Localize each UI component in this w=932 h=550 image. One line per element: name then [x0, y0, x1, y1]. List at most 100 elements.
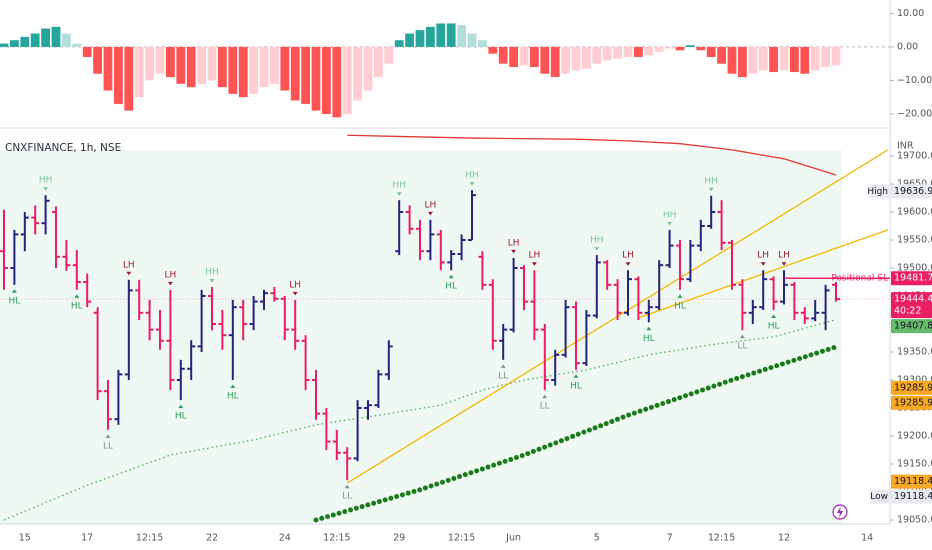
histogram-bar — [301, 46, 310, 104]
chart-shading — [0, 150, 842, 524]
histogram-bar — [353, 46, 362, 101]
pivot-label: HL — [175, 412, 187, 422]
histogram-bar — [530, 46, 539, 68]
pivot-marker — [105, 434, 111, 438]
pivot-marker — [646, 326, 652, 331]
histogram-bar — [249, 46, 258, 94]
histogram-bar — [748, 46, 758, 74]
histogram-bar — [197, 46, 206, 84]
pivot-marker — [781, 262, 787, 266]
histogram-bar — [602, 46, 612, 61]
histogram-bar — [769, 46, 778, 73]
histogram-bar — [592, 46, 602, 64]
pivot-label: LH — [529, 251, 541, 261]
x-tick-label: 12 — [778, 533, 790, 544]
histogram-bar — [675, 46, 685, 51]
pivot-label: HL — [71, 301, 83, 311]
pivot-label: LH — [757, 251, 769, 261]
pivot-label: HL — [674, 301, 686, 311]
pivot-label: LH — [622, 251, 634, 261]
pivot-label: HH — [590, 236, 604, 246]
histogram-bar — [134, 46, 144, 98]
histogram-bar — [446, 23, 456, 47]
histogram-bar — [488, 46, 498, 54]
histogram-bar — [696, 46, 706, 51]
pivot-label: HL — [768, 321, 780, 331]
x-tick-label: Jun — [505, 533, 521, 544]
price-label-box — [891, 474, 932, 489]
y-tick-label: 19200.00 — [897, 430, 932, 441]
pivot-marker — [760, 262, 766, 266]
y-tick-label: 19300.00 — [897, 374, 932, 385]
histogram-bar — [738, 46, 747, 78]
histogram-bar — [706, 46, 716, 57]
histogram-bar — [186, 46, 196, 88]
x-tick-label: 7 — [667, 533, 673, 544]
x-tick-label: 12:15 — [448, 533, 475, 544]
x-tick-label: 29 — [393, 533, 405, 544]
pivot-label: HL — [445, 282, 457, 292]
pivot-label: HH — [663, 210, 677, 220]
price-label: 19118.40 — [894, 491, 932, 502]
pivot-label: HH — [465, 171, 479, 181]
pivot-marker — [511, 249, 517, 254]
price-label: 19285.90 — [894, 397, 932, 408]
pivot-label: HL — [9, 296, 21, 306]
price-caption: Positional SL — [831, 274, 888, 284]
x-tick-label: 5 — [594, 533, 600, 544]
histogram-bar — [384, 46, 394, 64]
pivot-label: LH — [165, 270, 177, 280]
pivot-marker — [344, 484, 350, 489]
y-tick-label: 19350.00 — [897, 346, 932, 357]
histogram-bar — [166, 46, 175, 78]
histogram-bar — [779, 46, 789, 71]
pivot-marker — [771, 314, 777, 318]
histogram-bar — [654, 46, 664, 52]
histogram-bar — [457, 25, 466, 47]
histogram-bar — [394, 40, 404, 47]
price-label-box — [891, 292, 932, 319]
pivot-marker — [625, 262, 631, 266]
pivot-label: HL — [643, 334, 655, 344]
pivot-marker — [396, 192, 402, 196]
price-label: 19285.90 — [894, 382, 932, 393]
y-tick-label: 19150.00 — [897, 458, 932, 469]
histogram-bar — [644, 46, 654, 56]
indicator-line — [347, 134, 837, 176]
histogram-bar — [727, 46, 737, 74]
pivot-label: LH — [123, 260, 135, 270]
y-tick-label: 19600.00 — [897, 206, 932, 217]
pivot-label: HL — [227, 391, 239, 401]
pivot-marker — [594, 247, 600, 251]
price-label: 19481.70 — [894, 273, 932, 284]
price-label-box — [891, 184, 932, 199]
pivot-marker — [469, 182, 475, 186]
currency-label: INR — [897, 141, 914, 152]
chart-title: CNXFINANCE, 1h, NSE — [5, 142, 121, 154]
histogram-bar — [114, 46, 123, 104]
price-caption: High — [867, 187, 888, 197]
pivot-marker — [230, 384, 236, 388]
histogram-bar — [93, 46, 102, 74]
histogram-bar — [831, 46, 841, 66]
histogram-bar — [509, 46, 518, 68]
pivot-marker — [74, 294, 80, 298]
histogram-bar — [259, 46, 269, 88]
price-label: 19636.90 — [894, 186, 932, 197]
pivot-marker — [292, 291, 298, 296]
histogram-bar — [342, 46, 352, 114]
histogram-bar — [62, 33, 71, 47]
histogram-bar — [290, 46, 300, 101]
pivot-label: LH — [425, 200, 437, 210]
x-tick-label: 14 — [861, 533, 873, 544]
histogram-bar — [810, 46, 820, 71]
histogram-bar — [322, 46, 331, 114]
y-tick-label: 10.00 — [897, 8, 924, 19]
y-tick-label: −10.00 — [897, 75, 932, 86]
pivot-marker — [708, 187, 714, 192]
pivot-marker — [500, 364, 506, 368]
histogram-bar — [426, 26, 435, 47]
pivot-marker — [667, 221, 673, 226]
alert-icon[interactable] — [832, 504, 848, 520]
histogram-bar — [363, 46, 373, 91]
